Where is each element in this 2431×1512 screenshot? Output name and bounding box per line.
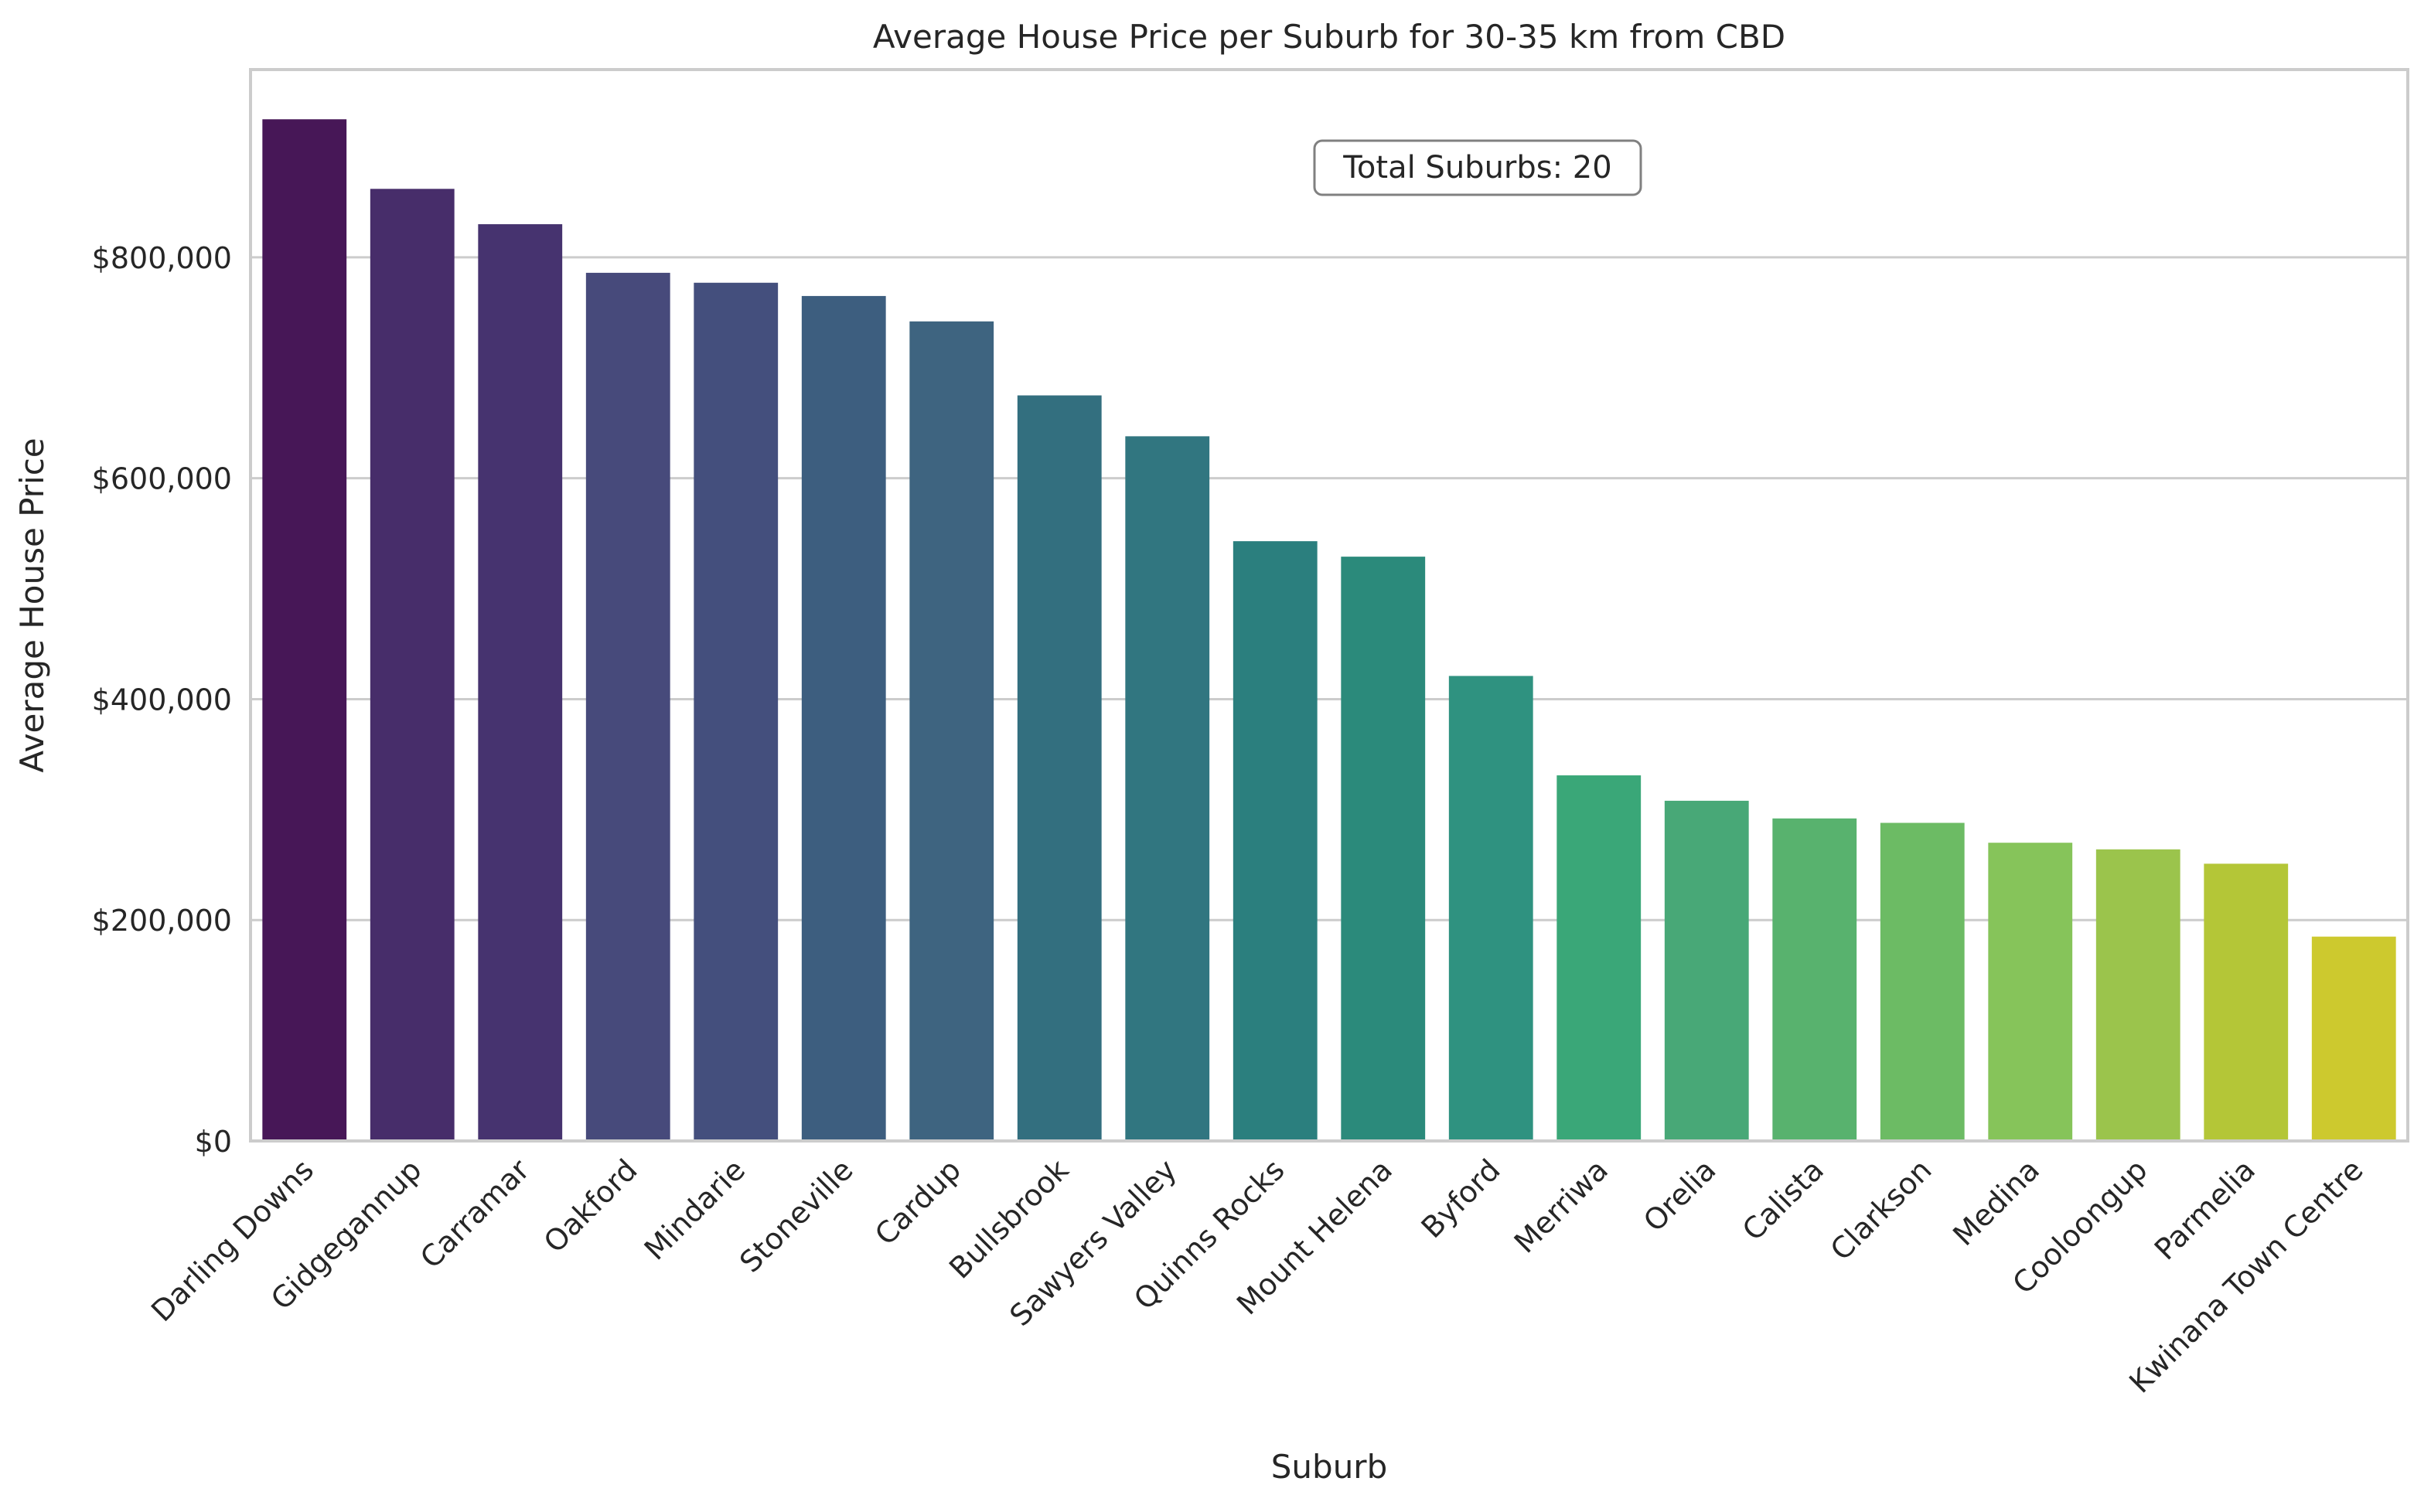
bar <box>1556 775 1642 1141</box>
bar <box>1988 843 2073 1141</box>
y-tick-label: $400,000 <box>92 683 232 717</box>
bar <box>2204 863 2289 1141</box>
bar <box>1772 818 1857 1141</box>
bar <box>478 224 563 1141</box>
x-axis-label: Suburb <box>1271 1448 1388 1486</box>
bar <box>801 295 886 1142</box>
bar <box>909 321 994 1141</box>
annotation-box <box>1313 139 1642 196</box>
y-tick-label: $600,000 <box>92 462 232 496</box>
y-tick-label: $0 <box>195 1125 232 1159</box>
bar <box>1017 395 1102 1141</box>
bar <box>370 189 455 1142</box>
bar <box>694 282 779 1142</box>
bar <box>2095 849 2180 1141</box>
y-axis-label: Average House Price <box>13 438 51 772</box>
bar <box>1125 436 1210 1141</box>
annotation-text: Total Suburbs: 20 <box>1342 150 1611 186</box>
plot-frame <box>249 68 2409 1143</box>
total-suburbs-annotation: Total Suburbs: 20 <box>1313 139 1642 196</box>
bar <box>1341 557 1426 1141</box>
bar <box>2311 936 2396 1141</box>
bar <box>1664 800 1749 1141</box>
chart-title: Average House Price per Suburb for 30-35… <box>873 18 1785 56</box>
y-tick-labels: $0 $200,000 $400,000 $600,000 $800,000 <box>92 241 232 1159</box>
bar <box>1233 541 1318 1141</box>
bar <box>1448 676 1533 1141</box>
bar <box>585 272 670 1141</box>
y-tick-label: $200,000 <box>92 904 232 938</box>
y-tick-label: $800,000 <box>92 241 232 275</box>
bar <box>1880 822 1965 1141</box>
bar <box>262 119 347 1142</box>
bars <box>262 119 2396 1142</box>
